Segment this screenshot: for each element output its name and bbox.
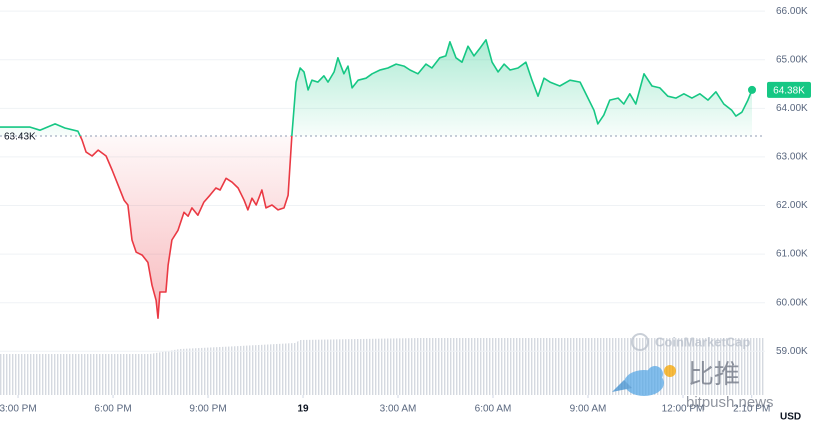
last-price-label: 64.38K	[773, 86, 805, 97]
last-point	[748, 85, 757, 94]
baseline-label: 63.43K	[4, 132, 36, 143]
watermark-brand: CoinMarketCap	[655, 334, 750, 349]
y-tick-label: 62.00K	[776, 200, 808, 211]
watermark-site: bitpush.news	[686, 394, 774, 411]
x-tick-label: 3:00 AM	[380, 404, 417, 415]
y-tick-label: 59.00K	[776, 346, 808, 357]
watermark: CoinMarketCap 比推 bitpush.news	[612, 333, 774, 411]
y-tick-label: 63.00K	[776, 152, 808, 163]
x-tick-label: 9:00 PM	[189, 404, 226, 415]
volume-bars	[0, 338, 765, 395]
x-tick-label: 2:10 PM	[733, 404, 770, 415]
currency-label: USD	[780, 412, 801, 423]
y-tick-label: 64.00K	[776, 103, 808, 114]
x-tick-label: 19	[297, 404, 309, 415]
last-price-badge	[767, 81, 811, 98]
price-line	[0, 39, 753, 319]
x-tick-label: 3:00 PM	[0, 404, 37, 415]
price-area	[0, 39, 752, 319]
watermark-name: 比推	[688, 359, 740, 389]
y-tick-label: 60.00K	[776, 297, 808, 308]
y-tick-label: 61.00K	[776, 249, 808, 260]
x-tick-label: 9:00 AM	[570, 404, 607, 415]
x-tick-label: 6:00 PM	[94, 404, 131, 415]
x-tick-label: 6:00 AM	[475, 404, 512, 415]
x-tick-label: 12:00 PM	[662, 404, 705, 415]
y-tick-label: 66.00K	[776, 6, 808, 17]
y-tick-label: 65.00K	[776, 54, 808, 65]
